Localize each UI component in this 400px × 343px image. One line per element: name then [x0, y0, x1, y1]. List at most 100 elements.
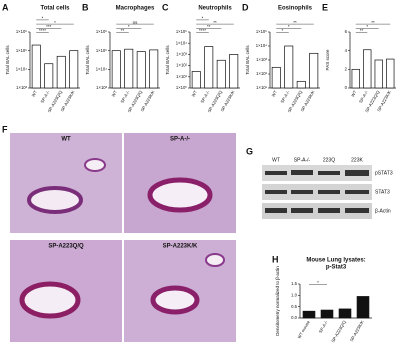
y-tick-label: 1×10⁶ [96, 29, 107, 34]
vessel [205, 253, 225, 267]
image-label: SP-A223Q/Q [48, 244, 84, 250]
x-tick-label: WT [110, 89, 118, 98]
significance-label: ** [121, 28, 125, 33]
y-tick-label: 1×10⁵ [16, 48, 27, 53]
band [345, 190, 369, 194]
image-label: WT [61, 137, 71, 143]
image-label: SP-A223K/K [163, 244, 198, 250]
bar [374, 59, 383, 89]
airway [19, 281, 81, 319]
x-tick-label: SP-A-/- [279, 89, 290, 104]
micrographs [10, 133, 236, 342]
x-tick-label: SP-A223Q/Q [330, 319, 347, 343]
y-tick-label: 1.5 [291, 281, 297, 286]
x-tick-label: WT [350, 89, 358, 98]
y-tick-label: 1×10³ [176, 52, 187, 57]
significance-label: ** [207, 24, 211, 29]
x-tick-label: WT mouse [296, 319, 311, 340]
airway [150, 285, 200, 315]
bands [265, 170, 369, 213]
y-tick-label: 1×10⁴ [176, 40, 187, 45]
y-tick-label: 0 [345, 85, 348, 90]
bar [309, 52, 319, 89]
band [265, 208, 287, 213]
bar [31, 44, 41, 89]
y-tick-label: 1×10⁰ [176, 85, 187, 90]
y-axis-label: Total BAL cells [85, 45, 90, 75]
y-tick-label: 2 [345, 66, 348, 71]
bar [111, 50, 121, 89]
y-axis-label: Densitometry normalized to β-actin [275, 266, 280, 336]
row-label: STAT3 [375, 189, 390, 195]
panel-letter: E [322, 2, 328, 12]
bar [44, 63, 54, 89]
x-tick-label: WT [190, 89, 198, 98]
blot-strip [262, 184, 372, 200]
lane-label: SP-A-/- [294, 157, 311, 163]
y-tick-label: 1×10⁵ [96, 48, 107, 53]
y-tick-label: 1×10³ [16, 85, 27, 90]
blot-strip [262, 165, 372, 181]
bar [56, 55, 66, 89]
lane-label: WT [272, 157, 280, 163]
significance-label: ns [133, 20, 139, 25]
bar [284, 45, 294, 89]
y-tick-label: 4 [345, 48, 348, 53]
bar [356, 296, 370, 319]
y-tick-label: 1×10³ [96, 85, 107, 90]
bar [271, 66, 281, 89]
significance-label: * [42, 16, 44, 21]
bar [69, 50, 79, 89]
significance-label: **** [199, 28, 206, 33]
airway [27, 186, 83, 214]
x-tick-label: SP-A-/- [199, 89, 210, 104]
significance-label: ** [360, 28, 364, 33]
x-tick-label: SP-A-/- [318, 319, 329, 334]
significance-label: * [317, 280, 319, 285]
panel-letter: F [2, 124, 8, 134]
bar [216, 59, 226, 89]
y-tick-label: 0.0 [291, 315, 297, 320]
chart-title: Macrophages [116, 6, 155, 12]
x-tick-label: SP-A-/- [358, 89, 369, 104]
panel-letter: B [82, 2, 89, 12]
airway [147, 177, 213, 213]
bar [229, 54, 239, 89]
y-tick-label: 1×10¹ [176, 74, 187, 79]
bar [149, 49, 159, 89]
x-tick-label: SP-A223K/K [349, 319, 365, 342]
band [291, 170, 313, 175]
row-label: β-Actin [375, 208, 391, 214]
significance-label: * [366, 24, 368, 29]
significance-label: * [288, 24, 290, 29]
bar [320, 309, 334, 319]
bar [363, 49, 372, 89]
panel-letter: D [242, 2, 249, 12]
significance-label: * [54, 20, 56, 25]
y-axis-label: Total BAL cells [245, 45, 250, 75]
chart-title: Eosinophils [278, 6, 313, 12]
band [291, 190, 313, 194]
significance-label: * [282, 28, 284, 33]
y-tick-label: 1×10³ [256, 57, 267, 62]
y-tick-label: 1×10⁴ [256, 43, 267, 48]
histology: F WT SP-A-/- SP-A223Q/Q SP-A223K/K [2, 124, 236, 342]
y-tick-label: 1×10² [176, 63, 187, 68]
vessel [84, 158, 106, 172]
band [318, 171, 340, 175]
y-tick-label: 6 [345, 29, 348, 34]
band [318, 190, 340, 194]
band [318, 208, 340, 213]
band [345, 208, 369, 213]
chart-subtitle: p-Stat3 [326, 265, 347, 271]
x-tick-label: SP-A-/- [39, 89, 50, 104]
x-tick-label: WT [30, 89, 38, 98]
micrograph [10, 133, 122, 233]
y-tick-label: 1.0 [291, 292, 297, 297]
bar [302, 310, 316, 319]
significance-label: *** [46, 24, 52, 29]
blot-strip [262, 203, 372, 219]
bar [338, 308, 352, 319]
significance-label: ** [293, 20, 297, 25]
